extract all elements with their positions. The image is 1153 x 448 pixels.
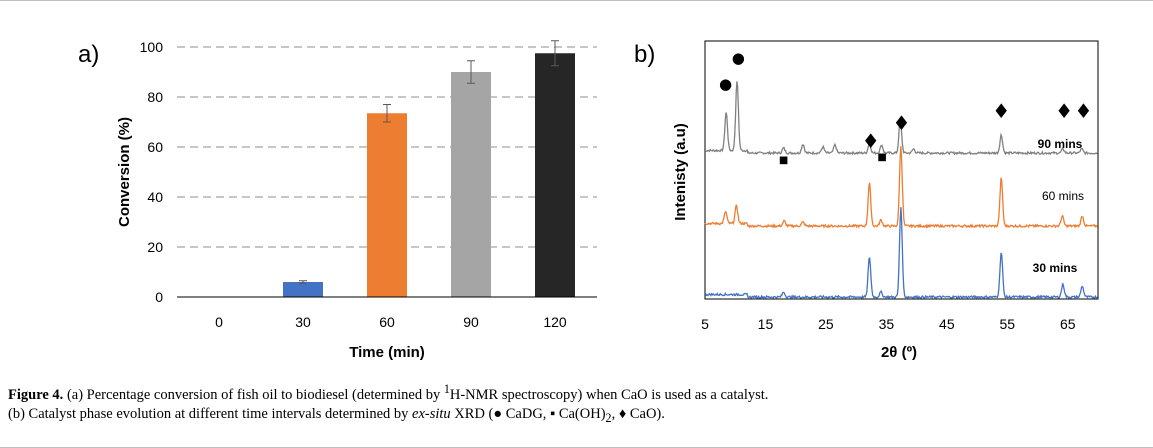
nmr-superscript: 1 bbox=[443, 382, 450, 396]
y-axis-label: Conversion (%) bbox=[116, 117, 133, 227]
bar bbox=[451, 72, 491, 297]
top-border bbox=[0, 0, 1153, 1]
trace-labels: 90 mins 60 mins 30 mins bbox=[1033, 137, 1084, 275]
phase-marker: ■ bbox=[779, 155, 788, 166]
x-tick-label: 65 bbox=[1060, 316, 1076, 332]
xrd-trace bbox=[704, 81, 1098, 156]
x-tick-label: 45 bbox=[939, 316, 955, 332]
y-tick-label: 20 bbox=[147, 239, 163, 255]
x-tick-label: 0 bbox=[215, 314, 223, 330]
plot-frame bbox=[704, 40, 1099, 300]
y-tick-label: 40 bbox=[147, 189, 163, 205]
x-tick-label: 120 bbox=[543, 314, 567, 330]
phase-markers: ●●■♦■♦ ♦ ♦ ♦ bbox=[719, 49, 1092, 166]
x-tick-label: 25 bbox=[818, 316, 834, 332]
phase-marker: ■ bbox=[877, 152, 886, 163]
caption-text-b3: , ♦ CaO). bbox=[611, 405, 665, 422]
xrd-traces bbox=[704, 81, 1098, 301]
y-axis-label: Intenisty (a.u) bbox=[672, 123, 689, 221]
trace-label: 60 mins bbox=[1042, 189, 1084, 203]
figure-label: Figure 4. bbox=[8, 386, 64, 403]
panel-label-b: b) bbox=[634, 41, 655, 68]
phase-marker: ● bbox=[732, 49, 745, 67]
phase-marker: ♦ bbox=[1055, 99, 1073, 123]
figure-caption: Figure 4. (a) Percentage conversion of f… bbox=[8, 380, 1148, 428]
x-tick-labels: 5 15 25 35 45 55 65 bbox=[701, 316, 1076, 332]
x-tick-label: 55 bbox=[1000, 316, 1016, 332]
caption-ex-situ: ex-situ bbox=[412, 405, 451, 422]
caption-text-b1: (b) Catalyst phase evolution at differen… bbox=[8, 405, 413, 422]
trace-label: 90 mins bbox=[1038, 137, 1083, 151]
y-tick-label: 100 bbox=[140, 39, 164, 55]
x-tick-label: 35 bbox=[879, 316, 895, 332]
x-tick-label: 60 bbox=[379, 314, 395, 330]
phase-marker: ♦ bbox=[1075, 99, 1093, 123]
error-bar bbox=[467, 60, 475, 84]
x-tick-labels: 0 30 60 90 120 bbox=[215, 314, 567, 330]
x-axis-label: Time (min) bbox=[349, 344, 425, 361]
y-tick-labels: 0 20 40 60 80 100 bbox=[140, 39, 164, 305]
caption-text-a1: (a) Percentage conversion of fish oil to… bbox=[63, 386, 444, 403]
x-tick-label: 15 bbox=[758, 316, 774, 332]
x-axis-label: 2θ (º) bbox=[881, 344, 917, 361]
xrd-trace bbox=[704, 146, 1098, 229]
error-bar bbox=[551, 40, 559, 67]
bar-chart-conversion: a) 0 20 40 60 80 100 0 30 60 90 120 Time (min) Co… bbox=[78, 39, 597, 361]
bars bbox=[283, 53, 575, 297]
caption-subscript: 2 bbox=[605, 410, 612, 425]
bar bbox=[367, 113, 407, 297]
bar bbox=[535, 53, 575, 297]
phase-marker: ♦ bbox=[893, 111, 911, 135]
panel-label-a: a) bbox=[78, 41, 99, 68]
y-tick-label: 60 bbox=[147, 139, 163, 155]
x-tick-label: 30 bbox=[295, 314, 311, 330]
error-bar bbox=[383, 104, 391, 123]
bar bbox=[283, 282, 323, 297]
phase-marker: ♦ bbox=[862, 129, 880, 153]
trace-label: 30 mins bbox=[1033, 261, 1078, 275]
error-bars bbox=[299, 40, 559, 284]
caption-text-b2: XRD (● CaDG, ▪ Ca(OH) bbox=[450, 405, 606, 422]
x-tick-label: 90 bbox=[463, 314, 479, 330]
y-tick-label: 80 bbox=[147, 89, 163, 105]
x-tick-label: 5 bbox=[701, 316, 709, 332]
xrd-trace bbox=[704, 207, 1098, 301]
y-tick-label: 0 bbox=[155, 289, 163, 305]
caption-text-a2: H-NMR spectroscopy) when CaO is used as … bbox=[449, 386, 769, 403]
error-bar bbox=[299, 280, 307, 284]
phase-marker: ● bbox=[719, 75, 732, 93]
phase-marker: ♦ bbox=[992, 99, 1010, 123]
figure-canvas: a) 0 20 40 60 80 100 0 30 60 90 120 Time (min) Co… bbox=[78, 39, 1099, 361]
